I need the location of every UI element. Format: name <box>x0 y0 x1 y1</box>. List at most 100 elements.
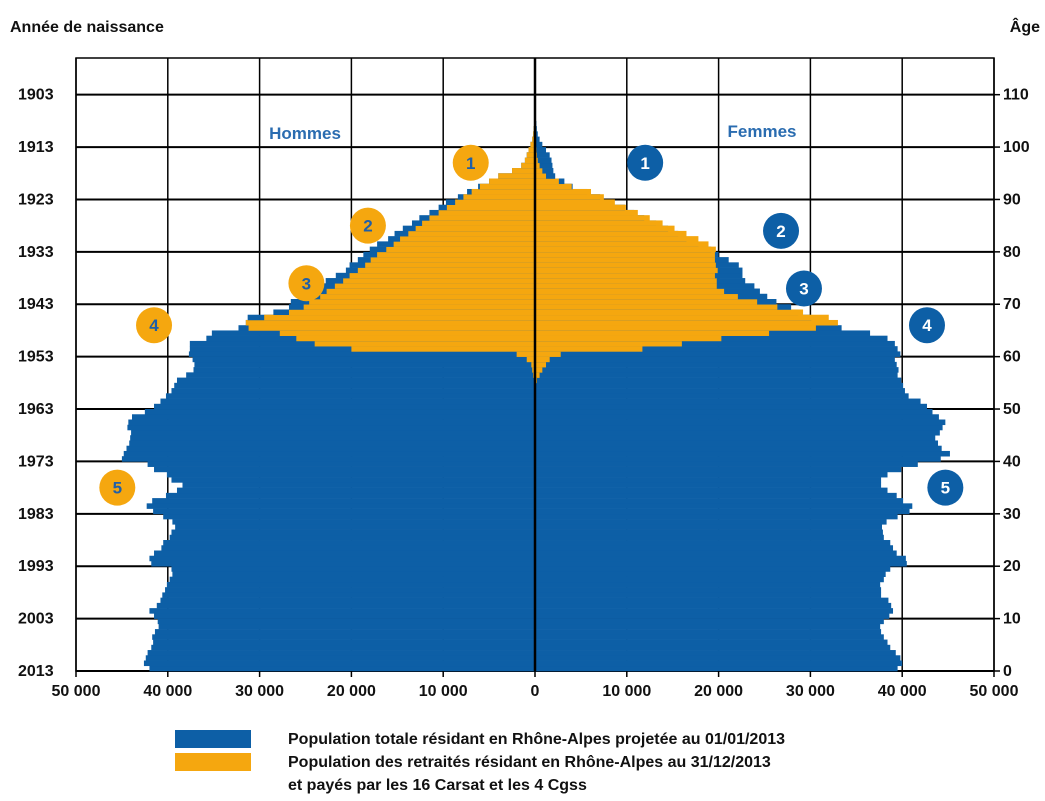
women-total-bar <box>535 382 904 389</box>
women-total-bar <box>535 141 543 148</box>
men-total-bar <box>160 398 535 405</box>
birth-year-tick-label: 1943 <box>18 296 54 313</box>
men-total-bar <box>169 534 536 541</box>
women-retired-bar <box>535 241 709 247</box>
age-tick-label: 40 <box>1003 453 1021 470</box>
women-total-bar <box>535 629 882 635</box>
women-retired-bar <box>535 304 778 310</box>
badge-number: 4 <box>922 316 932 335</box>
women-total-bar <box>535 157 552 164</box>
men-total-bar <box>194 361 535 368</box>
population-pyramid-chart: Année de naissance Âge 19031913192319331… <box>10 17 1040 700</box>
women-retired-bar <box>535 356 550 363</box>
women-retired-bar <box>535 225 675 232</box>
men-total-bar <box>149 555 535 562</box>
women-total-bar <box>535 367 899 373</box>
men-total-bar <box>192 356 535 363</box>
women-total-bar <box>535 560 907 567</box>
women-retired-bar <box>535 262 716 268</box>
women-total-bar <box>535 608 894 614</box>
men-retired-bar <box>303 304 535 310</box>
men-total-bar <box>149 665 535 672</box>
badge-number: 1 <box>466 154 475 173</box>
birth-year-tick-label: 1973 <box>18 453 54 470</box>
men-total-bar <box>186 372 535 378</box>
men-total-bar <box>172 519 535 525</box>
men-retired-bar <box>479 183 535 190</box>
women-total-bar <box>535 587 882 593</box>
women-retired-bar <box>535 330 770 336</box>
badge-number: 5 <box>113 479 122 498</box>
women-total-bar <box>535 634 884 640</box>
men-retired-bar <box>365 262 535 268</box>
women-total-bar <box>535 644 891 651</box>
men-total-bar <box>154 629 535 635</box>
women-total-bar <box>535 466 902 473</box>
men-total-bar <box>143 660 535 667</box>
men-retired-bar <box>334 283 535 289</box>
women-badge: 5 <box>927 469 964 506</box>
women-total-bar <box>535 346 898 352</box>
men-total-bar <box>182 482 535 488</box>
men-total-bar <box>129 440 535 447</box>
women-total-bar <box>535 440 939 447</box>
women-retired-bar <box>535 178 559 185</box>
men-total-bar <box>171 477 536 483</box>
men-total-bar <box>153 508 535 515</box>
women-retired-bar <box>535 251 715 258</box>
badge-circle <box>627 144 664 181</box>
men-retired-bar <box>429 215 535 221</box>
women-total-bar <box>535 534 884 541</box>
badge-circle <box>927 469 964 506</box>
badge-circle <box>763 212 800 249</box>
birth-year-tick-label: 1913 <box>18 139 54 156</box>
age-tick-label: 50 <box>1003 401 1021 418</box>
population-tick-label: 0 <box>531 683 540 700</box>
women-total-bar <box>535 529 883 536</box>
women-total-bar <box>535 592 882 598</box>
women-total-bar <box>535 513 898 520</box>
men-badge: 1 <box>452 144 489 181</box>
age-tick-label: 80 <box>1003 244 1021 261</box>
men-retired-bar <box>422 220 535 226</box>
population-tick-label: 30 000 <box>235 683 284 700</box>
women-retired-bar <box>535 257 715 263</box>
women-total-bar <box>535 623 881 630</box>
men-total-bar <box>163 540 535 546</box>
men-badge: 3 <box>288 265 325 302</box>
men-retired-bar <box>526 356 535 363</box>
men-total-bar <box>161 545 535 551</box>
women-retired-bar <box>535 272 715 279</box>
population-tick-label: 30 000 <box>786 683 835 700</box>
age-tick-label: 10 <box>1003 611 1021 628</box>
men-total-bar <box>165 587 535 593</box>
women-total-bar <box>535 524 883 530</box>
population-tick-label: 10 000 <box>602 683 651 700</box>
men-retired-bar <box>471 188 535 195</box>
numbered-badges: 1 2 3 4 5 1 2 3 4 5 <box>99 144 964 506</box>
badge-number: 2 <box>363 217 372 236</box>
men-total-bar <box>131 414 536 420</box>
women-retired-bar <box>535 194 604 200</box>
birth-year-tick-label: 1903 <box>18 87 54 104</box>
age-tick-label: 60 <box>1003 349 1021 366</box>
women-total-bar <box>535 435 936 441</box>
badge-circle <box>99 469 136 506</box>
women-retired-bar <box>535 351 561 357</box>
men-retired-bar <box>320 293 535 300</box>
badge-circle <box>136 307 173 344</box>
legend-label-retired-continuation: et payés par les 16 Carsat et les 4 Cgss <box>288 777 587 794</box>
men-retired-bar <box>455 199 535 206</box>
men-total-bar <box>169 576 536 583</box>
women-total-bar <box>535 403 927 410</box>
women-total-bar <box>535 356 895 363</box>
women-total-bar <box>535 508 910 515</box>
women-badge: 4 <box>908 307 945 344</box>
population-tick-label: 50 000 <box>970 683 1019 700</box>
women-total-bar <box>535 571 886 577</box>
men-total-bar <box>127 424 536 431</box>
men-retired-bar <box>314 340 535 347</box>
women-total-bar <box>535 655 901 661</box>
men-retired-bar <box>309 299 535 305</box>
women-label: Femmes <box>728 122 797 141</box>
